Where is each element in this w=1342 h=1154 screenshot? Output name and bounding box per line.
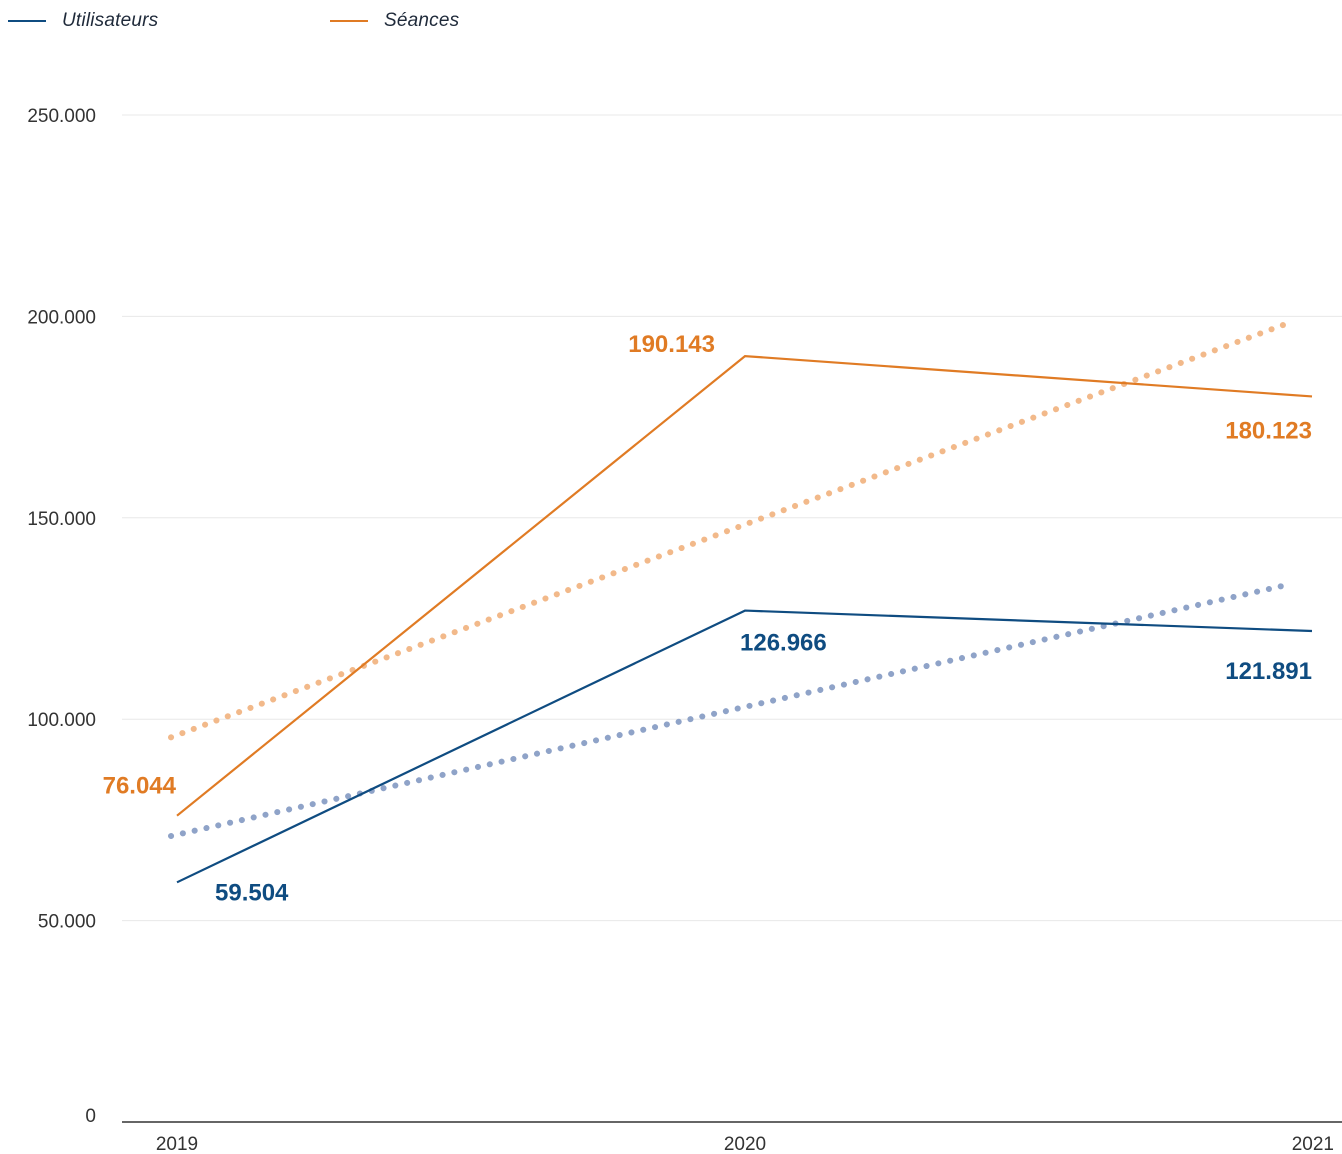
trendline-users: [168, 581, 1293, 840]
y-tick-label: 100.000: [27, 710, 96, 731]
grid-lines: [122, 114, 1342, 1123]
x-tick-label: 2020: [724, 1134, 766, 1154]
legend-label-sessions: Séances: [384, 10, 460, 31]
legend-item-users[interactable]: Utilisateurs: [8, 10, 158, 32]
x-tick-label: 2021: [1292, 1134, 1334, 1154]
data-label-sessions: 180.123: [1225, 417, 1312, 444]
data-label-sessions: 190.143: [628, 331, 715, 358]
legend-label-users: Utilisateurs: [62, 10, 159, 31]
y-tick-label: 200.000: [27, 307, 96, 328]
y-axis-ticks: 0 50.000 100.000 150.000 200.000 250.000: [27, 106, 96, 1127]
legend-item-sessions[interactable]: Séances: [330, 10, 459, 32]
data-label-users: 126.966: [740, 630, 827, 657]
series-lines: [176, 354, 1313, 884]
y-tick-label: 250.000: [27, 106, 96, 127]
series-line-sessions: [176, 354, 1313, 817]
data-label-users: 121.891: [1225, 658, 1312, 685]
data-labels: 59.504 126.966 121.891 76.044 190.143 180.123: [103, 331, 1312, 906]
y-tick-label: 50.000: [38, 912, 96, 933]
y-tick-label: 150.000: [27, 509, 96, 530]
x-axis-ticks: 2019 2020 2021: [156, 1134, 1334, 1154]
y-tick-label: 0: [85, 1106, 96, 1127]
legend-swatch-users: [8, 20, 46, 22]
trendline-sessions: [168, 319, 1293, 741]
trendlines: [168, 319, 1293, 840]
legend-swatch-sessions: [330, 20, 368, 22]
x-tick-label: 2019: [156, 1134, 198, 1154]
series-line-users: [176, 609, 1313, 884]
data-label-users: 59.504: [215, 879, 289, 906]
data-label-sessions: 76.044: [103, 773, 177, 800]
